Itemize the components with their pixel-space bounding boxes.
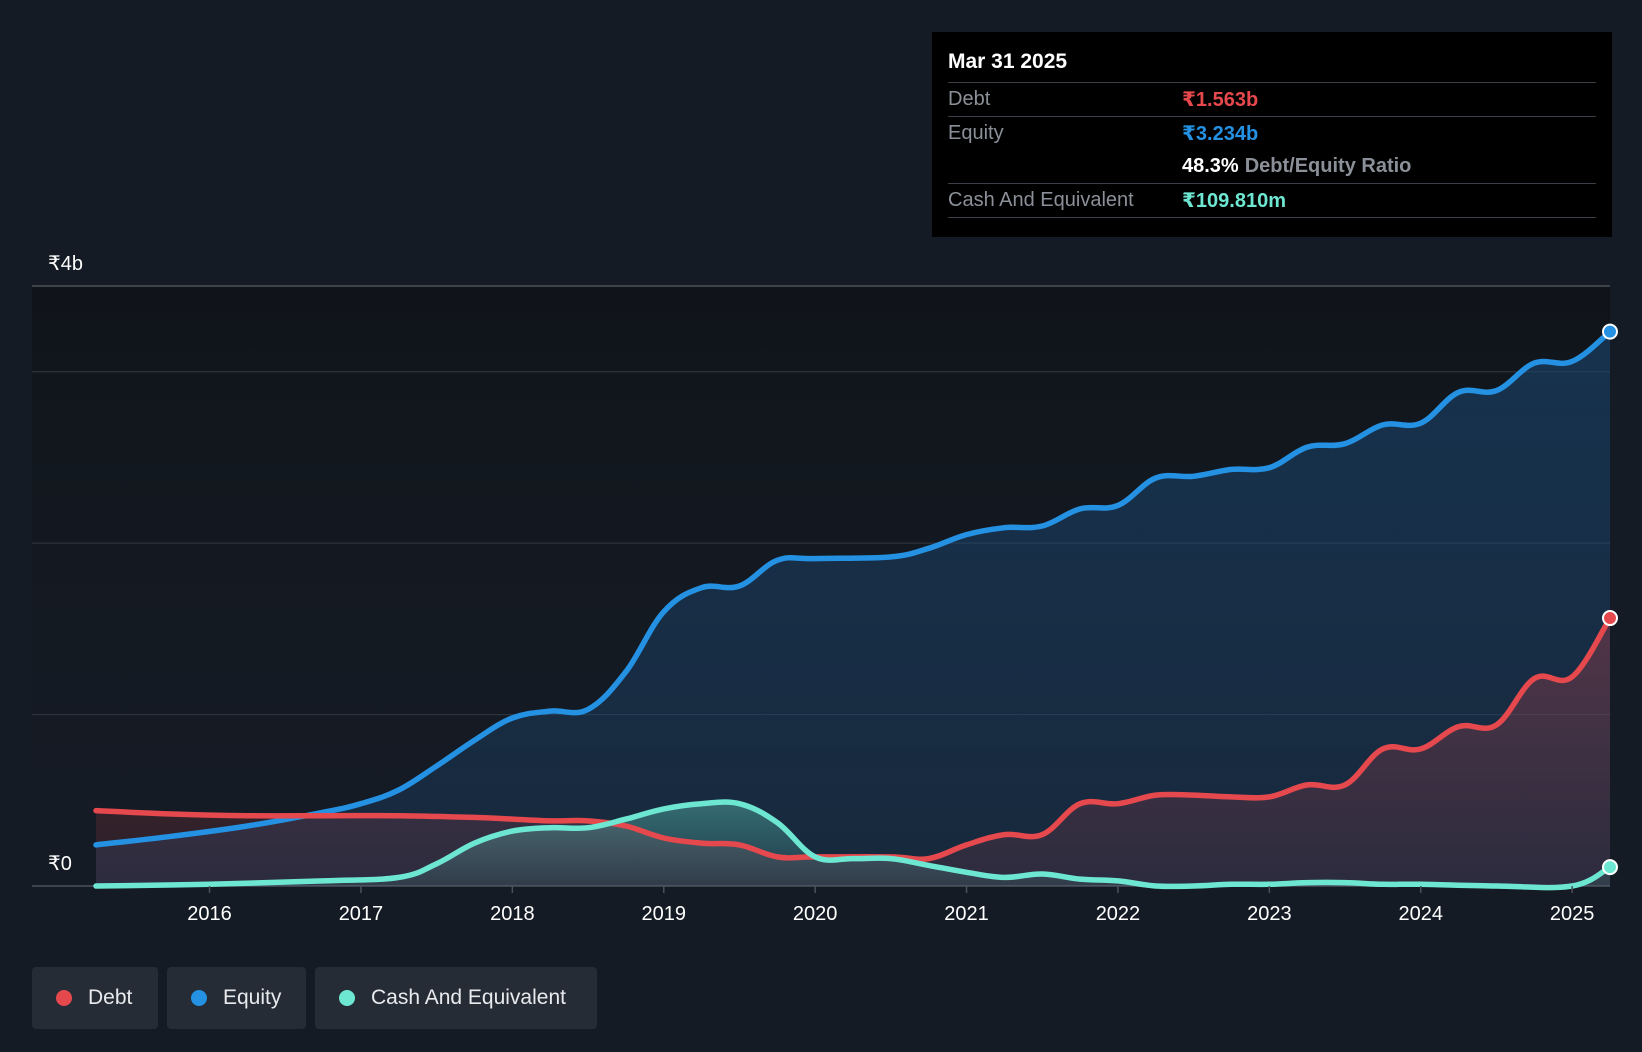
legend-dot-equity-icon	[191, 990, 207, 1006]
legend-item-debt[interactable]: Debt	[32, 967, 158, 1029]
tooltip-ratio-label: Debt/Equity Ratio	[1244, 155, 1412, 177]
tooltip-equity-row: Equity ₹3.234b	[948, 116, 1596, 150]
x-tick-label: 2019	[642, 903, 687, 925]
tooltip-equity-value: ₹3.234b	[1182, 123, 1259, 145]
tooltip-ratio-row: 48.3% Debt/Equity Ratio	[948, 150, 1596, 183]
y-tick-label-zero: ₹0	[48, 853, 72, 875]
tooltip-cash-value: ₹109.810m	[1182, 190, 1286, 212]
legend-label-equity: Equity	[223, 986, 282, 1009]
area-cash	[96, 801, 1610, 888]
x-tick-label: 2023	[1247, 903, 1292, 925]
tooltip-ratio-value: 48.3%	[1182, 155, 1239, 177]
x-tick-label: 2016	[187, 903, 232, 925]
tooltip-debt-value: ₹1.563b	[1182, 89, 1259, 111]
line-equity	[93, 328, 1613, 848]
tooltip-cash-row: Cash And Equivalent ₹109.810m	[948, 183, 1596, 218]
tooltip-date: Mar 31 2025	[948, 50, 1068, 73]
x-tick-label: 2025	[1550, 903, 1595, 925]
x-tick-label: 2017	[339, 903, 384, 925]
marker-cash	[1602, 859, 1618, 876]
legend-item-cash[interactable]: Cash And Equivalent	[315, 967, 597, 1029]
line-debt	[93, 615, 1613, 863]
tooltip-debt-label: Debt	[948, 88, 991, 110]
y-tick-label-top: ₹4b	[48, 253, 83, 275]
tooltip-panel: Mar 31 2025 Debt ₹1.563b Equity ₹3.234b …	[932, 32, 1612, 237]
tooltip-equity-label: Equity	[948, 122, 1004, 144]
chart-legend: Debt Equity Cash And Equivalent	[32, 967, 597, 1029]
legend-label-debt: Debt	[88, 986, 133, 1009]
x-tick-label: 2024	[1399, 903, 1444, 925]
tooltip-debt-row: Debt ₹1.563b	[948, 82, 1596, 116]
x-tick-label: 2020	[793, 903, 838, 925]
legend-label-cash: Cash And Equivalent	[371, 986, 566, 1009]
legend-item-equity[interactable]: Equity	[167, 967, 306, 1029]
x-tick-label: 2021	[944, 903, 989, 925]
marker-debt	[1602, 610, 1618, 627]
x-tick-label: 2018	[490, 903, 535, 925]
legend-dot-debt-icon	[56, 990, 72, 1006]
marker-equity	[1602, 323, 1618, 340]
legend-dot-cash-icon	[339, 990, 355, 1006]
line-cash	[93, 799, 1613, 891]
x-tick-label: 2022	[1096, 903, 1141, 925]
tooltip-cash-label: Cash And Equivalent	[948, 189, 1134, 211]
